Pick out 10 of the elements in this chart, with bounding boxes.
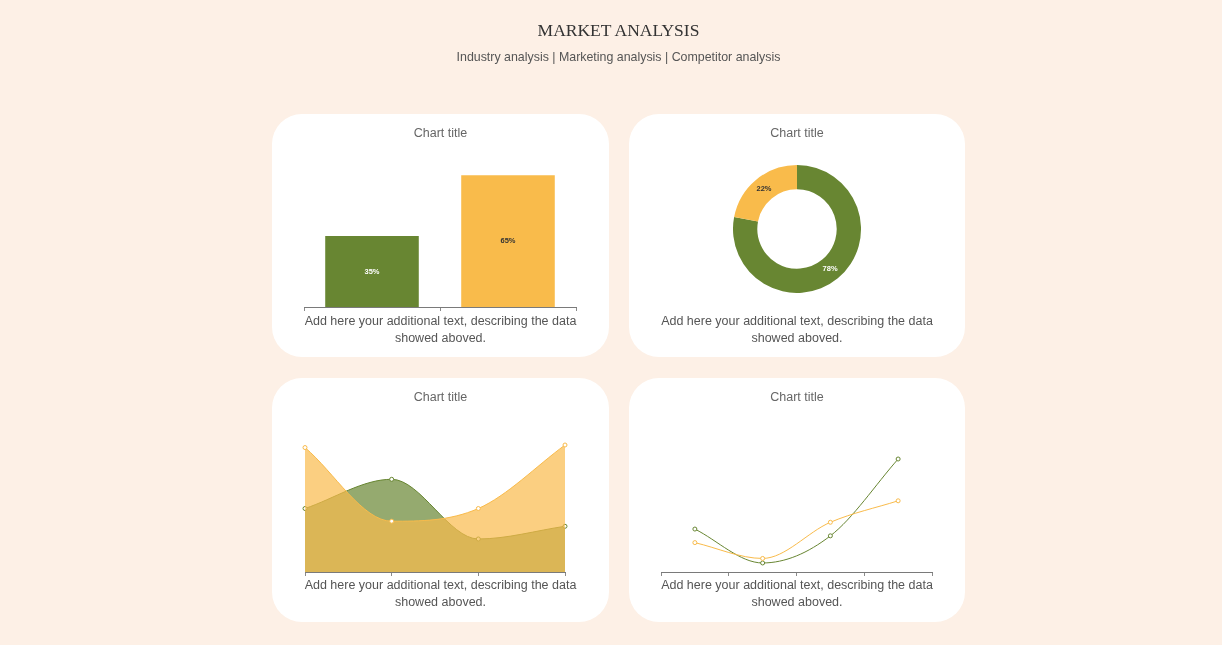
chart-title: Chart title <box>412 390 469 404</box>
chart-title: Chart title <box>412 126 469 140</box>
text: Add here your additional text, describing the data showed aboved. <box>660 313 934 347</box>
text: Add here your additional text, describing the data showed aboved. <box>660 577 934 611</box>
text: Industry analysis | Marketing analysis | Competitor analysis <box>455 50 782 65</box>
chart-title: Chart title <box>769 126 825 140</box>
chart-title: Chart title <box>769 390 825 404</box>
text: MARKET ANALYSIS <box>536 19 701 41</box>
text: Add here your additional text, describing the data showed aboved. <box>303 577 578 611</box>
text: Add here your additional text, describing the data showed aboved. <box>303 313 578 347</box>
